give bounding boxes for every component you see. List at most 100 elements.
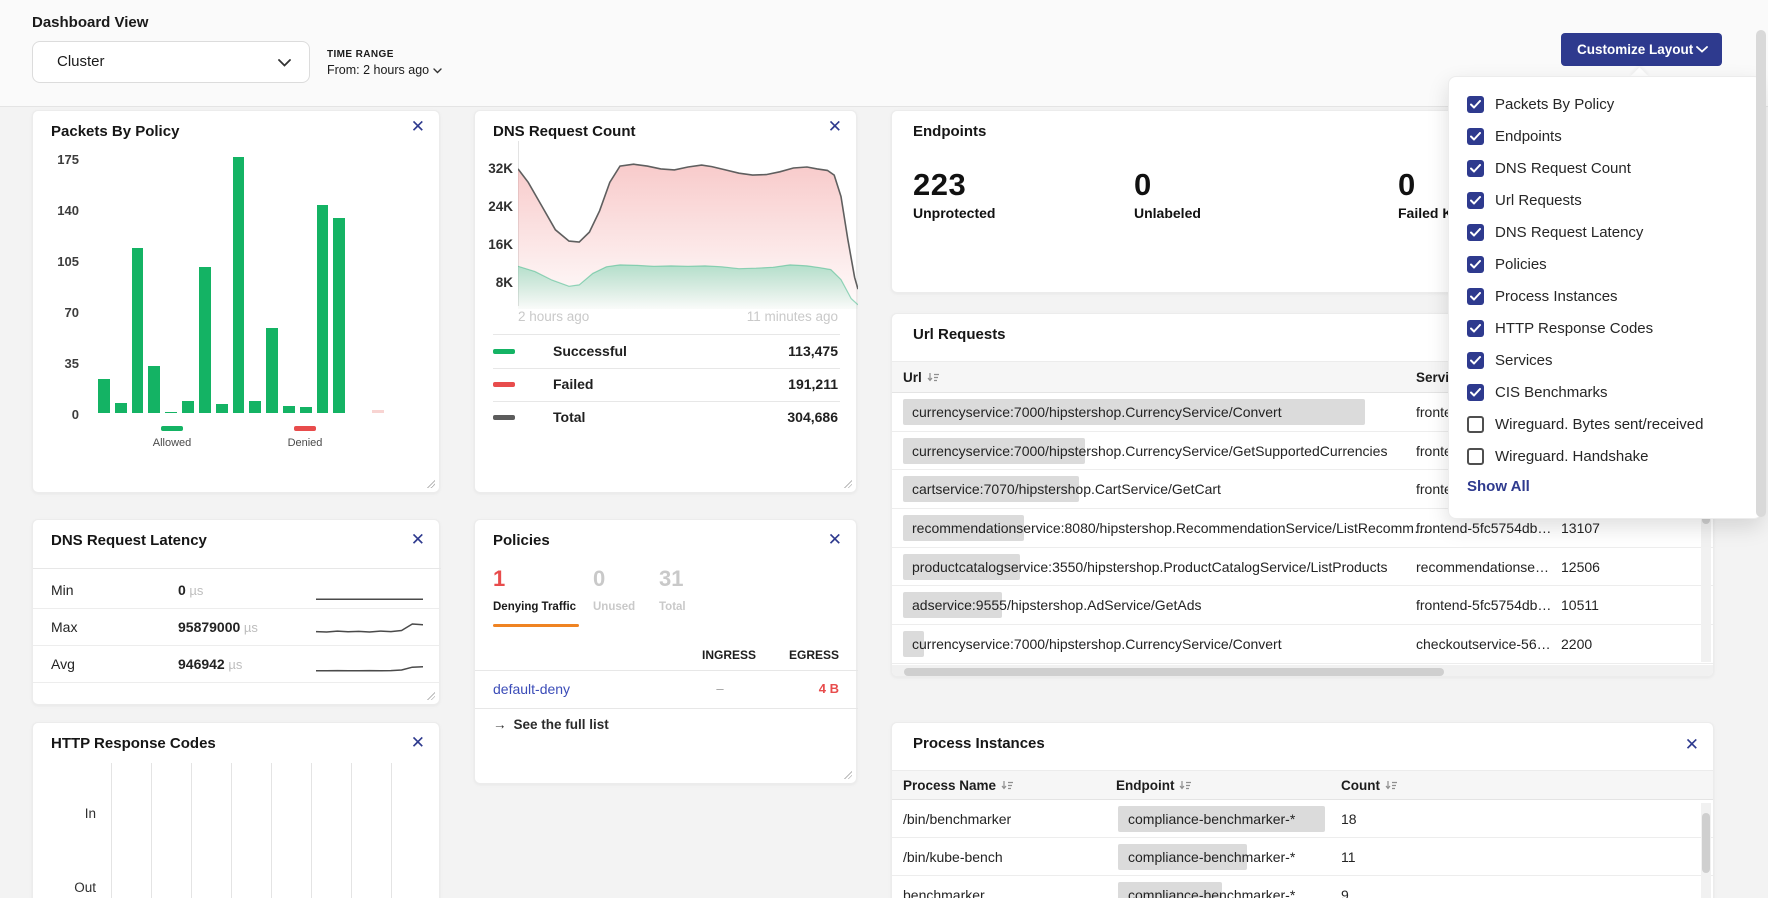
menu-item-wireguard-bytes-sent-received[interactable]: Wireguard. Bytes sent/received [1467, 408, 1703, 440]
close-icon[interactable]: ✕ [827, 530, 842, 550]
y-tick-label: 8K [495, 275, 513, 290]
see-full-list-link[interactable]: → See the full list [493, 717, 609, 732]
customize-layout-button[interactable]: Customize Layout [1561, 33, 1722, 66]
vertical-scrollbar[interactable] [1701, 803, 1711, 898]
resize-handle[interactable] [843, 479, 852, 488]
stat-value: 0 [593, 566, 606, 591]
view-selector[interactable]: Cluster [32, 41, 310, 83]
time-range-from[interactable]: From: 2 hours ago [327, 63, 442, 77]
url-cell: currencyservice:7000/hipstershop.Currenc… [912, 442, 1388, 459]
y-tick-label: 105 [57, 254, 79, 269]
column-header-url[interactable]: Url [903, 370, 939, 385]
column-header-egress: EGRESS [788, 648, 839, 662]
stat-total[interactable]: 31 Total [659, 566, 686, 613]
checkbox-unchecked-icon[interactable] [1467, 415, 1484, 433]
show-all-link[interactable]: Show All [1467, 478, 1530, 495]
checkbox-checked-icon[interactable] [1467, 255, 1484, 273]
column-header-process-name[interactable]: Process Name [903, 778, 1014, 793]
resize-handle[interactable] [426, 479, 435, 488]
checkbox-checked-icon[interactable] [1467, 159, 1484, 177]
column-header-count[interactable]: Count [1341, 778, 1397, 793]
checkbox-checked-icon[interactable] [1467, 223, 1484, 241]
menu-item-cis-benchmarks[interactable]: CIS Benchmarks [1467, 376, 1608, 408]
row-label-out: Out [74, 880, 96, 895]
close-icon[interactable]: ✕ [410, 733, 425, 753]
service-cell: frontend-5fc5754db… [1416, 597, 1552, 614]
process-name-cell: /bin/benchmarker [903, 810, 1012, 827]
close-icon[interactable]: ✕ [410, 117, 425, 137]
resize-handle[interactable] [426, 691, 435, 700]
policy-name-link[interactable]: default-deny [493, 681, 571, 697]
checkbox-checked-icon[interactable] [1467, 191, 1484, 209]
resize-handle[interactable] [843, 770, 852, 779]
horizontal-scrollbar[interactable] [892, 665, 1713, 676]
column-header-ingress: INGRESS [701, 648, 756, 662]
stat-label: Unused [593, 601, 636, 613]
card-http-response-codes: HTTP Response Codes ✕ In Out [32, 722, 440, 898]
denied-tick [294, 426, 316, 431]
y-tick-label: 32K [488, 161, 513, 176]
menu-item-wireguard-handshake[interactable]: Wireguard. Handshake [1467, 440, 1648, 472]
bar-allowed [114, 402, 127, 413]
legend-value: 113,475 [788, 343, 838, 359]
count-cell: 18 [1341, 810, 1357, 827]
menu-item-url-requests[interactable]: Url Requests [1467, 184, 1582, 216]
menu-item-policies[interactable]: Policies [1467, 248, 1547, 280]
menu-item-dns-request-count[interactable]: DNS Request Count [1467, 152, 1631, 184]
stat-denying-traffic[interactable]: 1 Denying Traffic [493, 566, 576, 613]
bar-allowed [215, 404, 228, 413]
grid-line [231, 763, 232, 898]
menu-item-dns-request-latency[interactable]: DNS Request Latency [1467, 216, 1643, 248]
bar-allowed [232, 157, 245, 413]
stat-value: 1 [493, 566, 506, 591]
page-scrollbar[interactable] [1756, 30, 1766, 517]
bar-allowed [182, 401, 194, 413]
legend-label: Total [553, 409, 586, 425]
chevron-down-icon [432, 68, 442, 74]
column-header-endpoint[interactable]: Endpoint [1116, 778, 1192, 793]
menu-item-endpoints[interactable]: Endpoints [1467, 120, 1562, 152]
menu-item-services[interactable]: Services [1467, 344, 1553, 376]
close-icon[interactable]: ✕ [1684, 735, 1699, 755]
stat-label: Unlabeled [1134, 205, 1201, 221]
y-tick-label: 16K [488, 237, 513, 252]
menu-item-label: HTTP Response Codes [1495, 319, 1654, 337]
scrollbar-thumb[interactable] [1702, 813, 1710, 873]
stat-unused[interactable]: 0 Unused [593, 566, 635, 613]
stat-label: Total [659, 601, 686, 613]
latency-row-max: Max 95879000 µs [33, 609, 439, 646]
menu-item-label: Policies [1495, 255, 1547, 273]
sparkline [316, 666, 423, 672]
url-data-bar [903, 437, 1085, 464]
allowed-tick [161, 426, 183, 431]
checkbox-checked-icon[interactable] [1467, 383, 1484, 401]
latency-unit: µs [185, 583, 204, 598]
latency-label: Min [51, 582, 74, 598]
card-title: Packets By Policy [51, 123, 180, 140]
checkbox-checked-icon[interactable] [1467, 95, 1484, 113]
divider [493, 401, 840, 402]
scrollbar-thumb[interactable] [904, 667, 1444, 676]
url-cell: currencyservice:7000/hipstershop.Currenc… [912, 636, 1282, 653]
bar-allowed [282, 405, 295, 413]
latency-unit: µs [240, 620, 258, 635]
divider [493, 368, 840, 369]
legend-swatch [493, 415, 515, 420]
close-icon[interactable]: ✕ [827, 117, 842, 137]
checkbox-checked-icon[interactable] [1467, 287, 1484, 305]
sparkline [316, 598, 423, 601]
checkbox-unchecked-icon[interactable] [1467, 447, 1484, 465]
allowed-label: Allowed [152, 437, 192, 449]
menu-item-packets-by-policy[interactable]: Packets By Policy [1467, 88, 1614, 120]
stat-value: 223 [913, 167, 967, 202]
card-dns-request-latency: DNS Request Latency ✕ Min 0 µs Max 95879000… [32, 519, 441, 705]
checkbox-checked-icon[interactable] [1467, 351, 1484, 369]
sparkline [316, 623, 423, 633]
checkbox-checked-icon[interactable] [1467, 319, 1484, 337]
checkbox-checked-icon[interactable] [1467, 127, 1484, 145]
latency-label: Avg [51, 656, 75, 672]
menu-item-http-response-codes[interactable]: HTTP Response Codes [1467, 312, 1653, 344]
menu-item-process-instances[interactable]: Process Instances [1467, 280, 1618, 312]
card-title: Endpoints [913, 123, 987, 140]
close-icon[interactable]: ✕ [410, 530, 425, 550]
